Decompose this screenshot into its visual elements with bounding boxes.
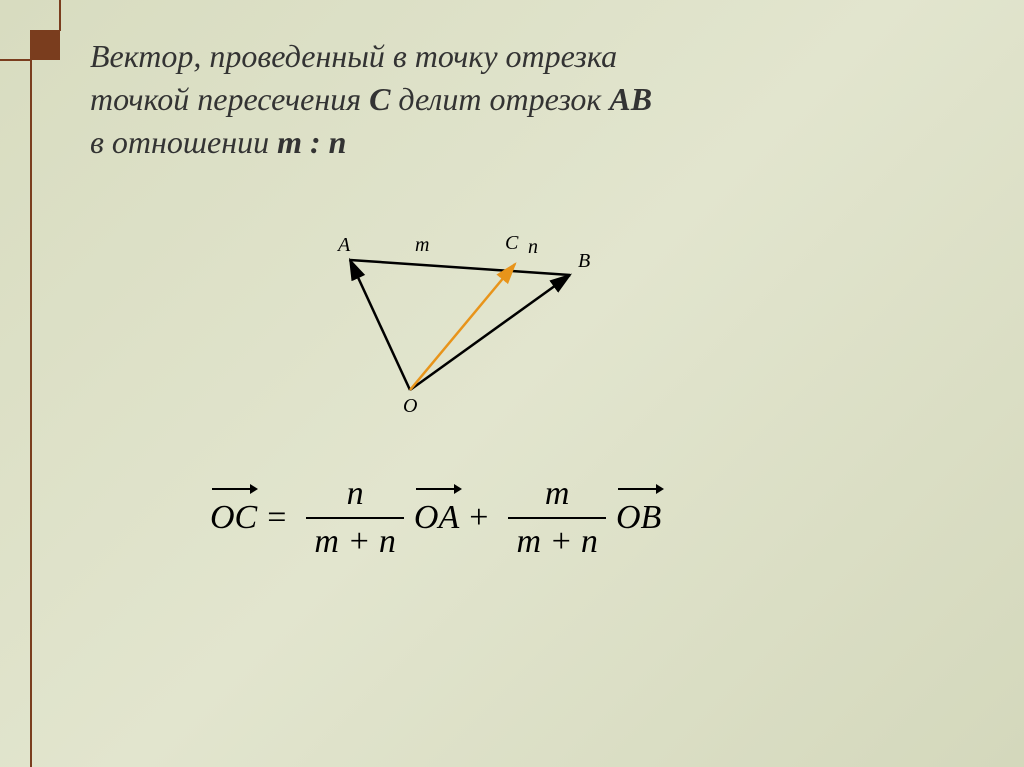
label-m: m	[415, 234, 429, 257]
vector-oa	[350, 260, 410, 390]
label-c: C	[505, 232, 518, 255]
title-line2-a: точкой пересечения	[90, 81, 369, 117]
fraction-1: n m + n	[306, 475, 404, 561]
vec-ob: OB	[616, 499, 661, 537]
plus: +	[469, 499, 488, 537]
slide-title: Вектор, проведенный в точку отрезка точк…	[90, 35, 974, 165]
vec-oa: OA	[414, 499, 459, 537]
corner-line-horizontal	[0, 59, 31, 61]
arrow-over-icon	[414, 477, 464, 497]
segment-ab	[350, 260, 570, 275]
frac1-den: m + n	[306, 517, 404, 561]
label-b: B	[578, 250, 590, 273]
vector-diagram: A m C n B O	[320, 230, 620, 430]
frac1-num: n	[339, 475, 372, 517]
formula: OC = n m + n OA + m m + n OB	[210, 475, 661, 561]
frac2-num: m	[537, 475, 578, 517]
corner-square	[30, 30, 60, 60]
corner-decoration	[0, 0, 100, 100]
diagram-svg	[320, 230, 620, 430]
title-segment-ab: АВ	[609, 81, 652, 117]
title-ratio: m : n	[277, 124, 346, 160]
title-line2-b: делит отрезок	[390, 81, 609, 117]
side-line	[30, 60, 32, 767]
corner-line-vertical	[59, 0, 61, 31]
title-point-c: С	[369, 81, 390, 117]
equals: =	[267, 499, 286, 537]
formula-oc-text: OC	[210, 499, 257, 536]
label-n: n	[528, 236, 538, 259]
label-o: O	[403, 395, 417, 418]
fraction-2: m m + n	[508, 475, 606, 561]
title-line3-a: в отношении	[90, 124, 277, 160]
title-line1: Вектор, проведенный в точку отрезка	[90, 38, 617, 74]
formula-ob-text: OB	[616, 499, 661, 536]
vec-oc: OC	[210, 499, 257, 537]
formula-oa-text: OA	[414, 499, 459, 536]
arrow-over-icon	[210, 477, 260, 497]
label-a: A	[338, 234, 350, 257]
frac2-den: m + n	[508, 517, 606, 561]
arrow-over-icon	[616, 477, 666, 497]
